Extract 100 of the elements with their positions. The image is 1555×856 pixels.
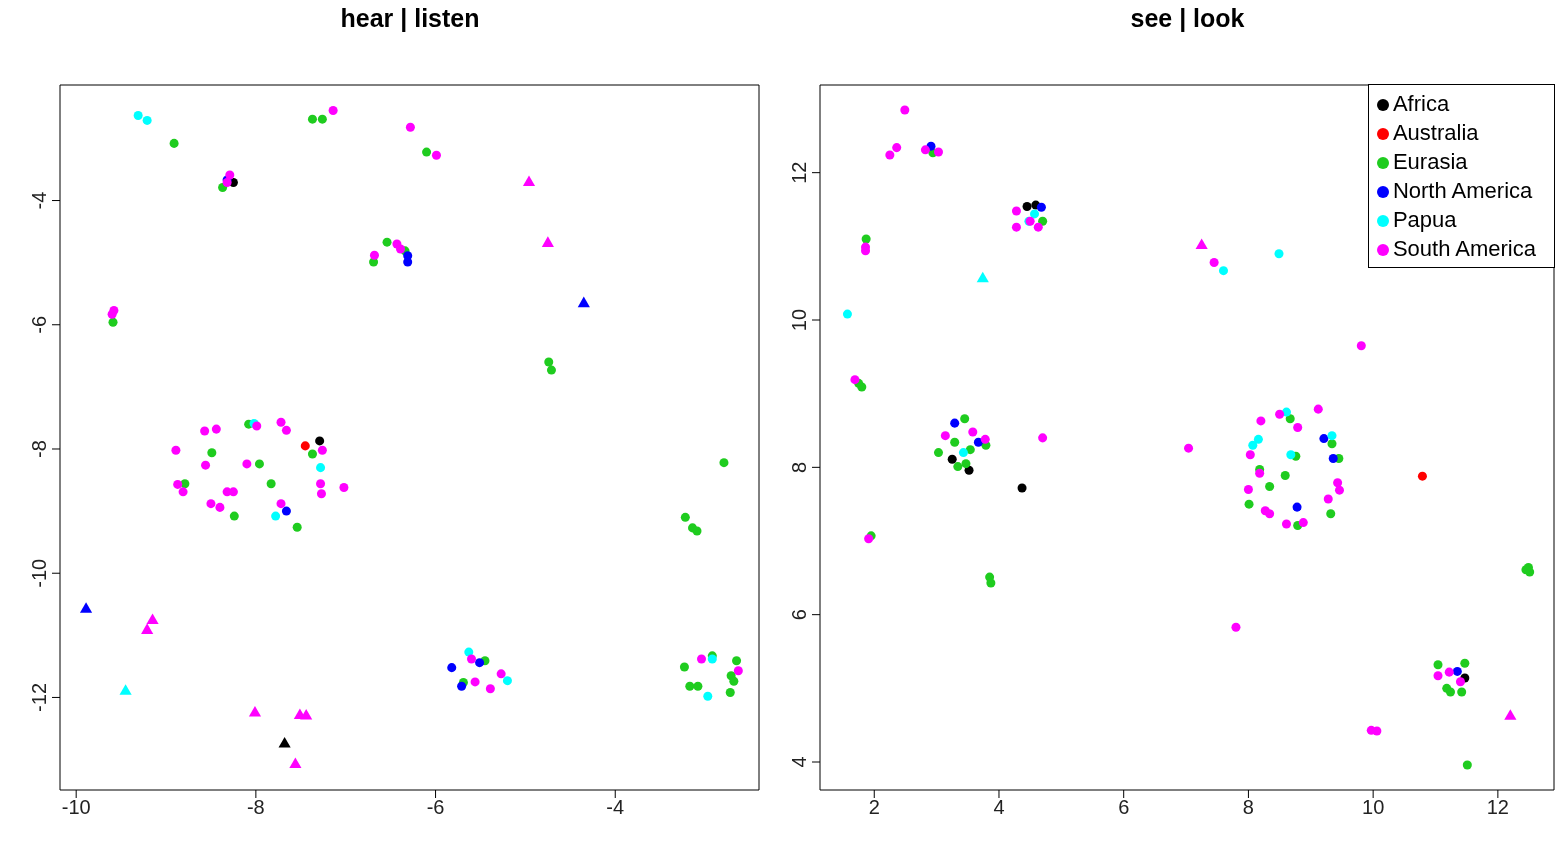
point [857, 382, 867, 392]
point [1280, 470, 1290, 480]
point [1292, 502, 1302, 512]
point [1444, 667, 1454, 677]
point [1209, 258, 1219, 268]
point [1244, 499, 1254, 509]
x-tick-label: 6 [1118, 796, 1130, 819]
point [732, 656, 742, 666]
point [201, 460, 211, 470]
point [1333, 478, 1343, 488]
legend-label: Australia [1392, 120, 1479, 145]
y-tick-label: -4 [28, 191, 50, 210]
legend-label: North America [1392, 178, 1533, 203]
point [965, 445, 975, 455]
point [1275, 409, 1285, 419]
point [733, 666, 743, 676]
point [431, 150, 441, 160]
point [693, 681, 703, 691]
point [1245, 450, 1255, 460]
point [470, 677, 480, 687]
chart-title: see | look [1129, 4, 1246, 33]
point [973, 437, 983, 447]
point [405, 122, 415, 132]
point [141, 623, 154, 634]
point [725, 687, 735, 697]
point [211, 424, 221, 434]
point [466, 654, 477, 664]
point [107, 309, 117, 319]
point [1243, 484, 1253, 494]
point [960, 414, 970, 424]
point [1017, 483, 1027, 493]
point [1256, 416, 1266, 426]
point [254, 459, 264, 469]
point [1285, 414, 1295, 424]
legend-label: Papua [1392, 207, 1457, 232]
point [475, 658, 485, 668]
point [1313, 404, 1323, 414]
point [1033, 222, 1043, 232]
point [229, 511, 239, 521]
point [1327, 431, 1337, 441]
point [339, 483, 349, 493]
point [1298, 518, 1308, 528]
point [546, 365, 556, 375]
point [225, 170, 235, 180]
x-tick-label: 4 [993, 796, 1005, 819]
point [1504, 709, 1517, 720]
point [544, 357, 554, 367]
point [842, 309, 852, 319]
point [850, 375, 860, 385]
point [1433, 660, 1443, 670]
y-tick-label: 12 [788, 161, 810, 184]
point [1452, 666, 1462, 676]
point [403, 257, 413, 267]
point [1022, 202, 1032, 212]
point [315, 436, 325, 446]
point [1036, 202, 1046, 212]
point [278, 737, 291, 748]
x-tick-label: -4 [606, 796, 625, 819]
point [1011, 206, 1021, 216]
point [369, 250, 379, 260]
x-tick-label: -6 [426, 796, 445, 819]
point [1286, 450, 1296, 460]
point [281, 506, 291, 516]
y-tick-label: 6 [788, 609, 810, 621]
point [696, 654, 707, 664]
point [119, 684, 132, 695]
point [1265, 509, 1275, 519]
point [1462, 760, 1472, 770]
point [271, 511, 281, 521]
legend-label: South America [1392, 236, 1536, 261]
point [215, 502, 225, 512]
point [1323, 494, 1333, 504]
point [719, 458, 729, 468]
point [950, 437, 960, 447]
y-tick-label: -6 [28, 315, 50, 334]
point [316, 463, 326, 473]
point [1184, 443, 1194, 453]
point [1319, 434, 1329, 444]
point [885, 150, 895, 160]
point [447, 663, 457, 673]
point [276, 417, 286, 427]
point [248, 705, 262, 717]
point [729, 676, 739, 686]
y-tick-label: -8 [28, 440, 50, 458]
point [1281, 519, 1291, 529]
point [1455, 677, 1465, 687]
point [541, 236, 554, 247]
point [242, 459, 252, 469]
point [1195, 238, 1208, 250]
point [485, 684, 495, 694]
point [692, 526, 702, 536]
point [976, 271, 989, 283]
point [307, 114, 317, 124]
point [173, 479, 183, 489]
point [1334, 485, 1344, 495]
point [950, 418, 960, 428]
point [953, 462, 963, 472]
x-tick-label: 10 [1362, 796, 1385, 819]
point [178, 487, 188, 497]
point [1457, 687, 1467, 697]
